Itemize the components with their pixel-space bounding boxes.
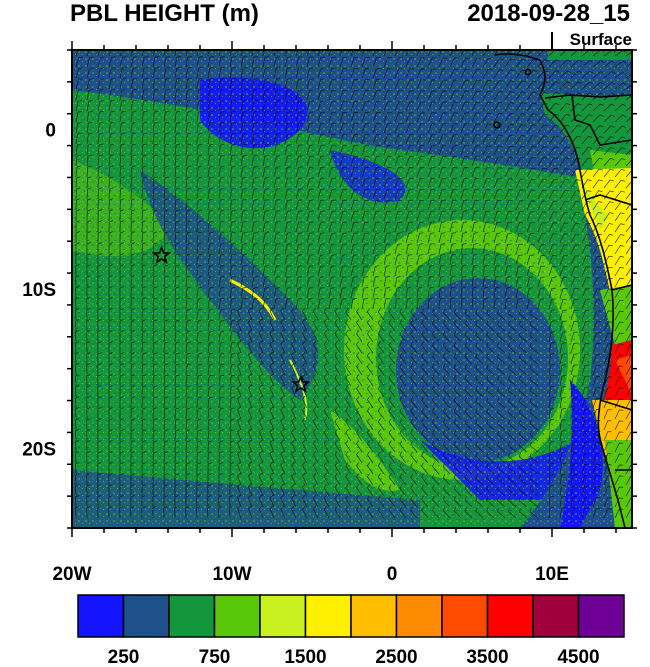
colorbar-swatch [486, 594, 534, 638]
lon-label: 0 [387, 564, 398, 585]
map-title: PBL HEIGHT (m) [70, 0, 259, 27]
colorbar-swatch [259, 594, 307, 638]
colorbar-swatch [395, 594, 443, 638]
colorbar-label: 2500 [375, 647, 417, 667]
colorbar-label: 3500 [466, 647, 508, 667]
colorbar-label: 250 [108, 647, 140, 667]
lon-label: 10W [212, 564, 251, 585]
station-markers [151, 245, 311, 393]
colorbar-swatch [441, 594, 489, 638]
colorbar-swatch [577, 594, 625, 638]
lat-label: 10S [22, 280, 56, 301]
plot-frame [71, 49, 633, 529]
colorbar-swatch [77, 594, 125, 638]
axis-ticks [67, 41, 637, 537]
colorbar-swatch [168, 594, 216, 638]
colorbar-swatch [122, 594, 170, 638]
colorbar-swatch [350, 594, 398, 638]
lon-label: 20W [52, 564, 91, 585]
lon-label: 10E [535, 564, 569, 585]
coastline-borders [493, 53, 632, 528]
lat-label: 20S [22, 439, 56, 460]
valid-datetime: 2018-09-28_15 [467, 0, 630, 27]
latitude-labels: 0 10S 20S [22, 121, 56, 461]
colorbar-label: 1500 [284, 647, 326, 667]
colorbar-swatch [304, 594, 352, 638]
colorbar-labels: 250 750 1500 2500 3500 4500 [108, 647, 600, 667]
colorbar-swatch [213, 594, 261, 638]
star-marker [151, 245, 172, 264]
colorbar-label: 4500 [557, 647, 599, 667]
longitude-labels: 20W 10W 0 10E [52, 564, 568, 585]
wind-barbs [75, 50, 632, 519]
colorbar-swatch [532, 594, 580, 638]
vertical-level-label: Surface [569, 30, 632, 49]
colorbar-label: 750 [199, 647, 231, 667]
pbl-field [72, 50, 632, 528]
lat-label: 0 [45, 121, 56, 142]
star-marker [291, 374, 311, 393]
colorbar [77, 594, 625, 638]
